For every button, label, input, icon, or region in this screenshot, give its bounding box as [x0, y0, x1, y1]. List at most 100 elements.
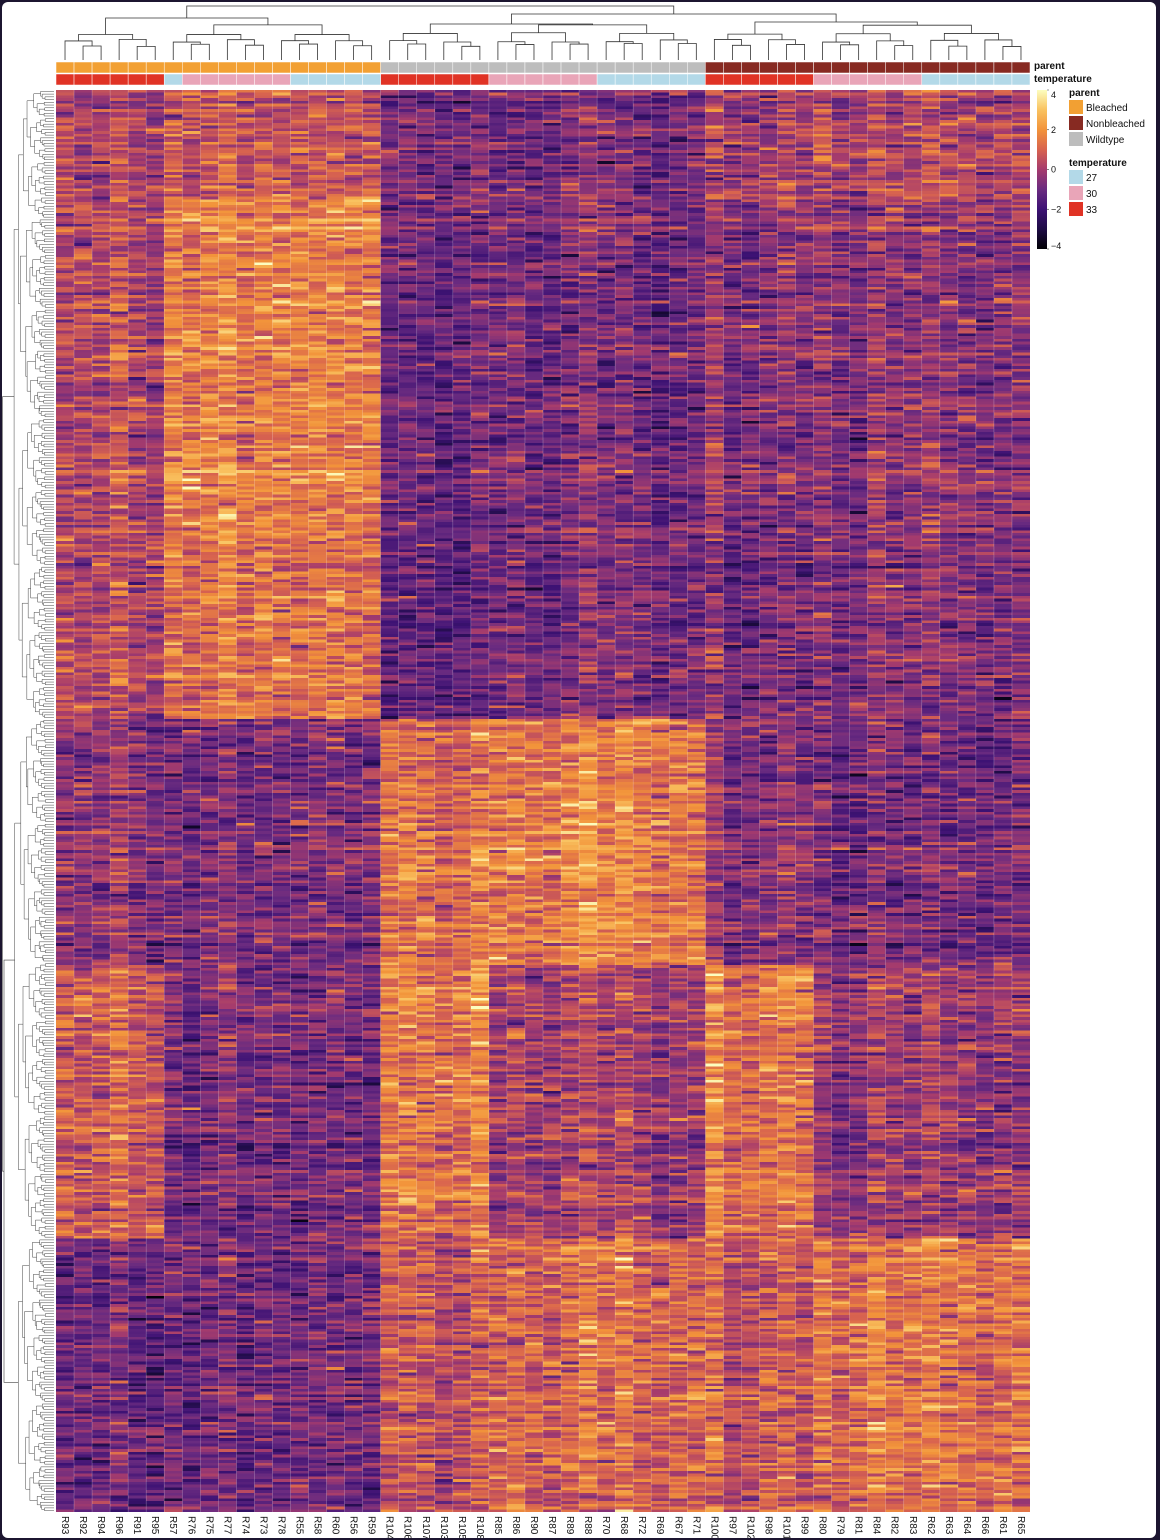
temperature-cell [867, 73, 886, 86]
parent-cell [813, 61, 832, 74]
temperature-cell [903, 73, 923, 86]
column-label: R59 [366, 1516, 377, 1535]
column-label: R103 [438, 1516, 449, 1538]
column-label: R83 [907, 1516, 918, 1535]
parent-cell [849, 61, 868, 74]
parent-cell [578, 61, 598, 74]
color-scale-legend: 4 2 0 −2 −4 [1037, 89, 1061, 251]
column-label: R64 [961, 1516, 972, 1535]
column-label: R62 [925, 1516, 936, 1535]
temperature-cell [795, 73, 814, 86]
parent-cell [705, 61, 724, 74]
parent-cell [308, 61, 327, 74]
temperature-cell [705, 73, 724, 86]
temperature-cell [434, 73, 454, 86]
color-key-tick: −2 [1051, 204, 1061, 214]
temperature-cell [777, 73, 796, 86]
temperature-cell [254, 73, 273, 86]
legend-label: 30 [1086, 189, 1098, 200]
temperature-cell [326, 73, 345, 86]
legend-label: 33 [1086, 205, 1098, 216]
column-label: R60 [330, 1516, 341, 1535]
column-label: R86 [510, 1516, 521, 1535]
temperature-cell [200, 73, 219, 86]
parent-cell [127, 61, 147, 74]
column-label: R65 [1015, 1516, 1026, 1535]
legend-parent: parent Bleached Nonbleached Wildtype [1069, 88, 1145, 146]
column-label: R74 [239, 1516, 250, 1535]
parent-cell [542, 61, 562, 74]
parent-cell [398, 61, 417, 74]
heatmap-cells [56, 90, 1030, 1512]
column-label: R96 [113, 1516, 124, 1535]
parent-cell [975, 61, 995, 74]
parent-cell [470, 61, 490, 74]
temperature-cell [127, 73, 147, 86]
temperature-cell [813, 73, 832, 86]
parent-cell [741, 61, 760, 74]
temperature-cell [470, 73, 490, 86]
temperature-cell [218, 73, 237, 86]
temperature-cell [885, 73, 904, 86]
temperature-cell [632, 73, 652, 86]
column-label: R57 [167, 1516, 178, 1535]
column-label: R93 [59, 1516, 70, 1535]
temperature-cell [596, 73, 616, 86]
parent-cell [434, 61, 454, 74]
parent-cell [939, 61, 959, 74]
parent-cell [903, 61, 923, 74]
temperature-cell [55, 73, 75, 86]
parent-cell [109, 61, 129, 74]
legend-label: Bleached [1086, 103, 1128, 114]
temperature-cell [290, 73, 309, 86]
color-key-bar [1037, 90, 1047, 249]
legend-label: Wildtype [1086, 135, 1125, 146]
parent-cell [957, 61, 977, 74]
column-label: R94 [95, 1516, 106, 1535]
parent-cell [921, 61, 941, 74]
temperature-cell [975, 73, 995, 86]
parent-cell [506, 61, 526, 74]
temperature-cell [362, 73, 381, 86]
legend-swatch [1069, 202, 1083, 216]
column-separators [73, 90, 1013, 1512]
column-label: R85 [492, 1516, 503, 1535]
column-label: R90 [528, 1516, 539, 1535]
annotation-title-parent: parent [1034, 61, 1065, 72]
parent-cell [380, 61, 399, 74]
parent-cell [614, 61, 634, 74]
annotation-bars [55, 61, 1031, 86]
parent-cell [163, 61, 183, 74]
column-label: R101 [781, 1516, 792, 1538]
column-label: R100 [708, 1516, 719, 1538]
parent-cell [488, 61, 508, 74]
parent-cell [416, 61, 436, 74]
temperature-cell [831, 73, 850, 86]
column-label: R61 [997, 1516, 1008, 1535]
parent-cell [632, 61, 652, 74]
temperature-cell [542, 73, 562, 86]
column-label: R87 [546, 1516, 557, 1535]
parent-cell [55, 61, 75, 74]
parent-cell [344, 61, 363, 74]
temperature-cell [416, 73, 436, 86]
column-label: R79 [835, 1516, 846, 1535]
column-label: R107 [420, 1516, 431, 1538]
parent-cell [452, 61, 472, 74]
parent-cell [1011, 61, 1031, 74]
legend-label: Nonbleached [1086, 119, 1145, 130]
color-key-tick: 2 [1051, 125, 1056, 135]
column-label: R106 [402, 1516, 413, 1538]
column-label: R76 [185, 1516, 196, 1535]
column-label: R108 [474, 1516, 485, 1538]
temperature-cell [993, 73, 1013, 86]
column-label: R67 [672, 1516, 683, 1535]
temperature-cell [145, 73, 165, 86]
temperature-cell [163, 73, 183, 86]
column-dendrogram [64, 5, 1022, 60]
parent-cell [326, 61, 345, 74]
parent-cell [867, 61, 886, 74]
parent-cell [650, 61, 670, 74]
temperature-cell [849, 73, 868, 86]
